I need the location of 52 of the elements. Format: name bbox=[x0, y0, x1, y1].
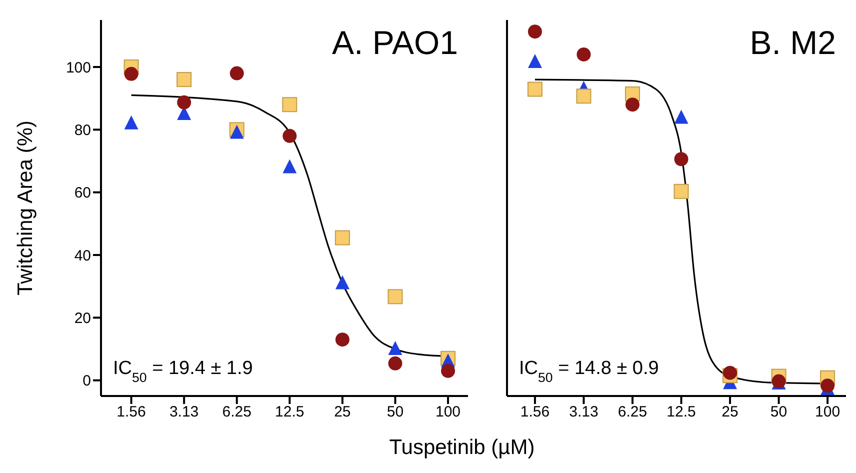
chart-title: B. M2 bbox=[750, 24, 836, 61]
point bbox=[124, 66, 138, 81]
y-tick-label: 20 bbox=[74, 310, 91, 327]
point bbox=[334, 230, 350, 246]
point bbox=[388, 289, 403, 304]
point bbox=[528, 24, 542, 39]
x-tick-label: 100 bbox=[436, 404, 461, 421]
y-tick-label: 100 bbox=[66, 59, 91, 76]
y-tick-label: 80 bbox=[74, 122, 91, 139]
point bbox=[723, 366, 738, 380]
x-tick-label: 3.13 bbox=[169, 404, 199, 421]
x-tick-label: 50 bbox=[770, 404, 788, 421]
x-tick-label: 1.56 bbox=[116, 404, 146, 421]
x-tick-label: 3.13 bbox=[569, 404, 598, 421]
point bbox=[124, 115, 138, 130]
point bbox=[674, 184, 689, 199]
point bbox=[335, 332, 350, 347]
point bbox=[674, 110, 688, 124]
y-tick-label: 60 bbox=[74, 184, 91, 202]
point bbox=[230, 66, 244, 80]
point bbox=[388, 356, 402, 370]
point bbox=[576, 88, 592, 104]
point bbox=[576, 47, 591, 62]
x-tick-label: 6.25 bbox=[222, 404, 252, 421]
chart-title: A. PAO1 bbox=[332, 24, 458, 61]
x-tick-label: 1.56 bbox=[520, 404, 550, 421]
point bbox=[674, 152, 688, 166]
x-tick-label: 25 bbox=[334, 404, 351, 421]
x-tick-label: 12.5 bbox=[666, 404, 696, 421]
point bbox=[528, 54, 542, 68]
annotation: IC$_{50}$ = 14.8 ± 0.9 bbox=[519, 358, 659, 384]
x-tick-label: 50 bbox=[386, 404, 404, 421]
point bbox=[527, 82, 542, 97]
y-tick-label: 40 bbox=[74, 247, 91, 264]
point bbox=[282, 159, 297, 174]
x-tick-label: 12.5 bbox=[275, 404, 304, 421]
point bbox=[176, 72, 192, 88]
point bbox=[625, 98, 640, 112]
x-tick-label: 100 bbox=[815, 404, 840, 421]
point bbox=[282, 128, 297, 143]
y-tick-label: 0 bbox=[82, 372, 91, 390]
point bbox=[441, 364, 456, 378]
x-axis-title: Tuspetinib (µM) bbox=[388, 436, 536, 460]
x-tick-label: 25 bbox=[722, 404, 738, 421]
point bbox=[820, 378, 835, 393]
y-axis-title: Twitching Area (%) bbox=[14, 120, 37, 296]
x-tick-label: 6.25 bbox=[618, 404, 648, 421]
point bbox=[177, 95, 192, 110]
point bbox=[282, 97, 298, 112]
point bbox=[335, 275, 350, 290]
point bbox=[388, 341, 402, 355]
annotation: IC$_{50}$ = 19.4 ± 1.9 bbox=[113, 358, 253, 384]
